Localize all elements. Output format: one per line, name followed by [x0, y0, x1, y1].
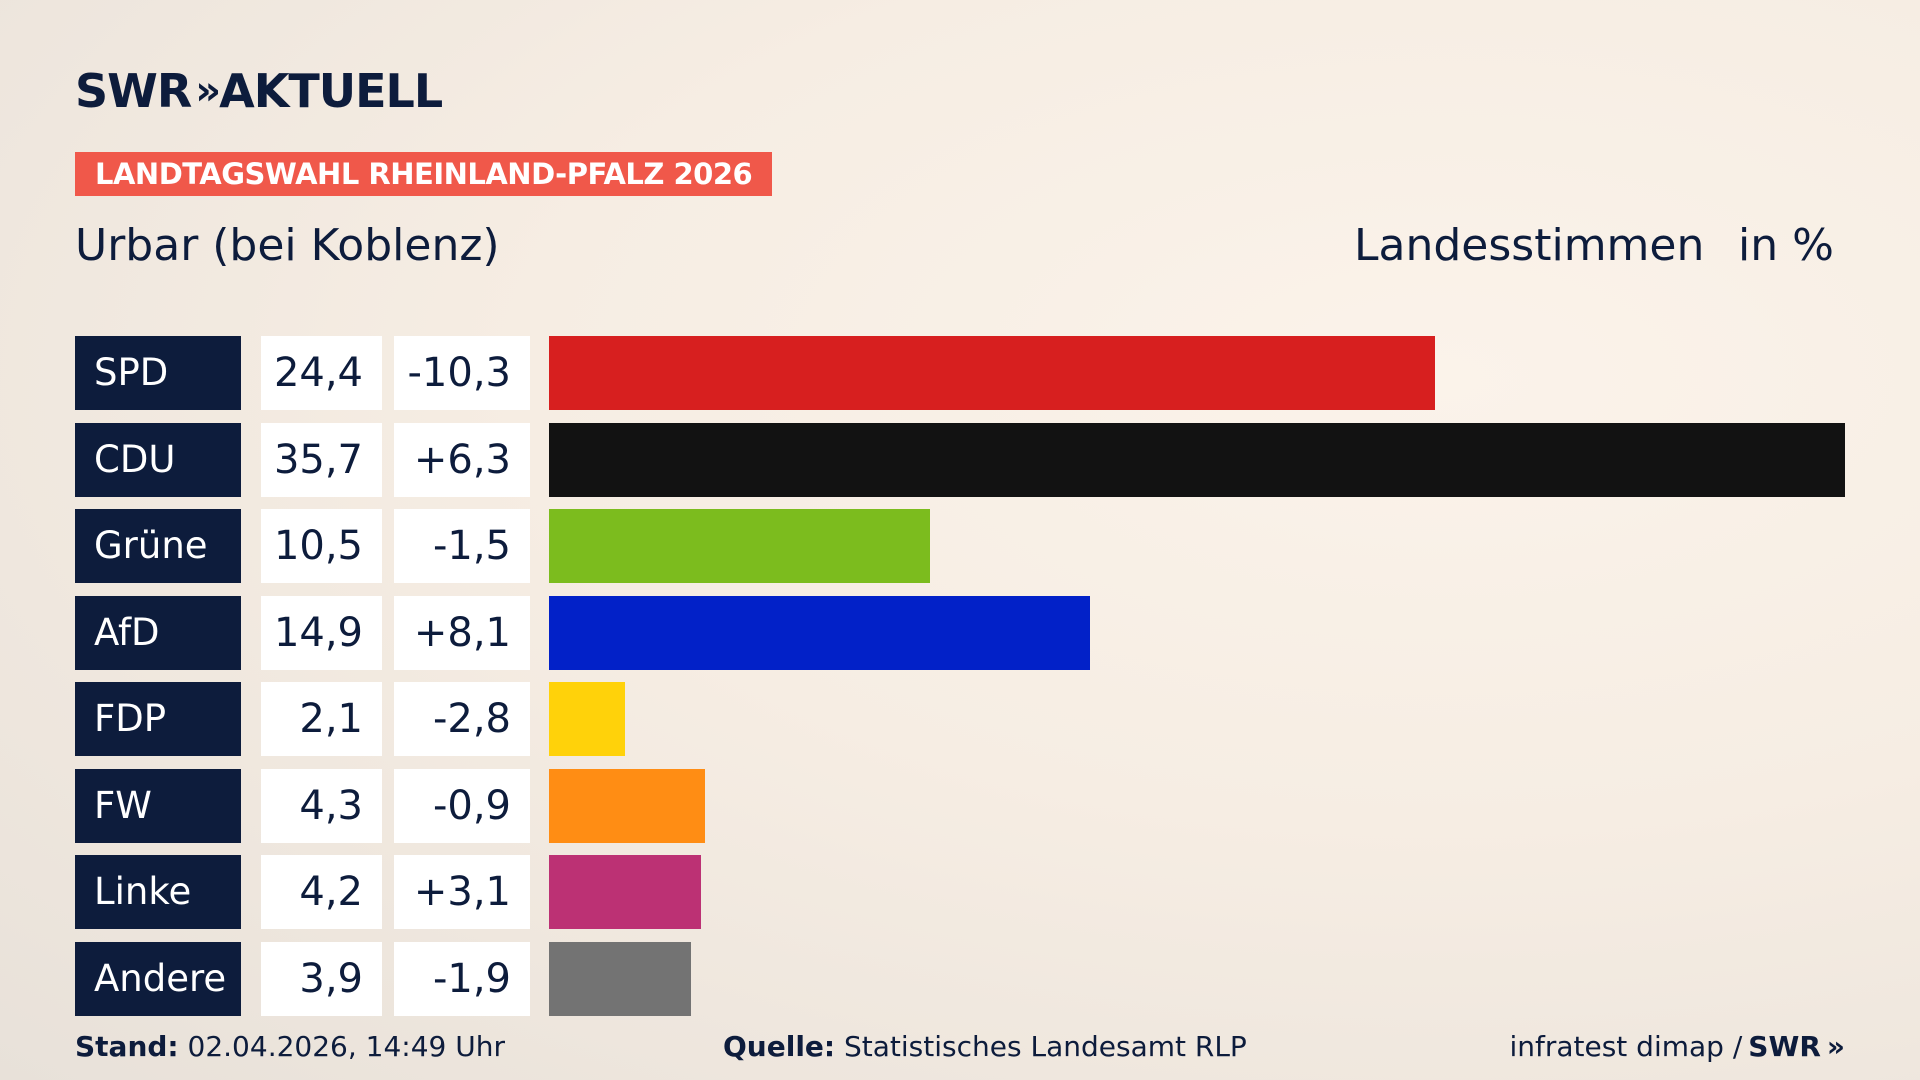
votes-label: Landesstimmen: [1354, 220, 1705, 271]
party-label: CDU: [75, 422, 241, 497]
diff-label: -1,9: [394, 941, 530, 1016]
unit-label: in %: [1738, 220, 1834, 271]
diff-label: +8,1: [394, 595, 530, 670]
party-label: Linke: [75, 855, 241, 929]
diff-label: -0,9: [394, 768, 530, 843]
value-label: 10,5: [261, 509, 382, 583]
value-label: 4,2: [261, 855, 382, 929]
diff-label: -10,3: [394, 336, 530, 410]
diff-label: +6,3: [394, 422, 530, 497]
result-bar: [549, 682, 626, 756]
party-label: FDP: [75, 682, 241, 756]
logo-aktuell: AKTUELL: [219, 64, 443, 118]
diff-label: -2,8: [394, 682, 530, 756]
value-label: 24,4: [261, 336, 382, 410]
diff-label: +3,1: [394, 855, 530, 929]
result-bar: [549, 768, 706, 843]
value-label: 4,3: [261, 768, 382, 843]
footer-swr-logo: SWR: [1748, 1030, 1821, 1063]
pollster-text: infratest dimap /: [1509, 1030, 1743, 1063]
source-value: Statistisches Landesamt RLP: [844, 1030, 1247, 1063]
place-title: Urbar (bei Koblenz): [75, 220, 500, 271]
election-badge: LANDTAGSWAHL RHEINLAND-PFALZ 2026: [75, 152, 773, 196]
party-label: FW: [75, 768, 241, 843]
logo-chevron-icon: »: [195, 68, 221, 114]
footer-brand: infratest dimap / SWR »: [1509, 1030, 1845, 1063]
party-label: SPD: [75, 336, 241, 410]
result-bar: [549, 336, 1435, 410]
result-bar: [549, 422, 1845, 497]
result-bar: [549, 941, 691, 1016]
result-bar: [549, 509, 931, 583]
party-label: Grüne: [75, 509, 241, 583]
value-label: 14,9: [261, 595, 382, 670]
stand-label: Stand:: [75, 1030, 179, 1063]
result-bar: [549, 855, 702, 929]
footer-chevron-icon: »: [1826, 1030, 1845, 1063]
value-label: 3,9: [261, 941, 382, 1016]
stand-value: 02.04.2026, 14:49 Uhr: [187, 1030, 505, 1063]
party-label: AfD: [75, 595, 241, 670]
value-label: 2,1: [261, 682, 382, 756]
value-label: 35,7: [261, 422, 382, 497]
result-bar: [549, 595, 1090, 670]
party-label: Andere: [75, 941, 241, 1016]
logo-swr: SWR: [75, 64, 192, 118]
footer-source: Quelle: Statistisches Landesamt RLP: [723, 1030, 1247, 1063]
swr-aktuell-logo: SWR » AKTUELL: [75, 64, 443, 118]
diff-label: -1,5: [394, 509, 530, 583]
source-label: Quelle:: [723, 1030, 836, 1063]
footer-stand: Stand: 02.04.2026, 14:49 Uhr: [75, 1030, 505, 1063]
